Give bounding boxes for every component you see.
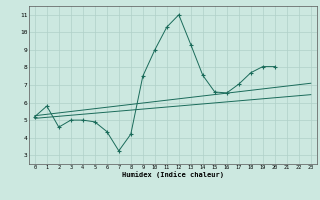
X-axis label: Humidex (Indice chaleur): Humidex (Indice chaleur) — [122, 172, 224, 178]
